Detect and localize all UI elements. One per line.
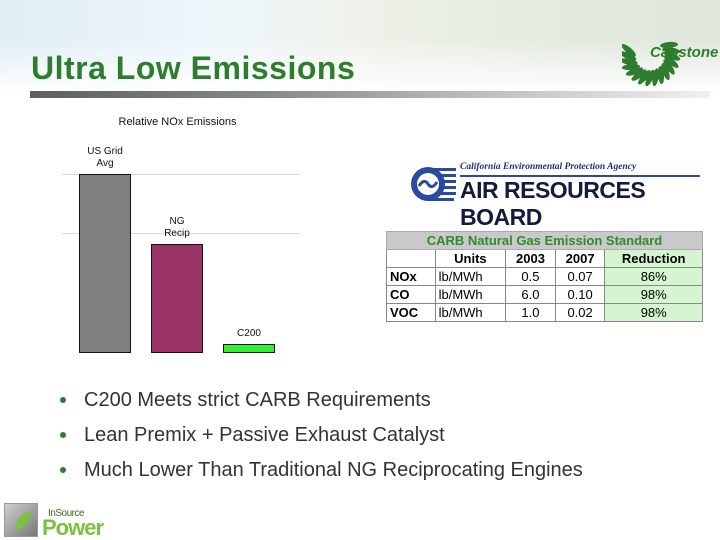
gridline: [62, 233, 300, 234]
header-fade: [0, 40, 720, 100]
column-header: [386, 249, 436, 268]
pollutant-cell: CO: [386, 285, 436, 304]
table-row: VOC lb/MWh 1.0 0.02 98%: [386, 303, 703, 322]
reduction-cell: 86%: [604, 267, 703, 286]
value-2007-cell: 0.07: [554, 267, 606, 286]
chart-title: Relative NOx Emissions: [118, 116, 237, 128]
bullet-text: Much Lower Than Traditional NG Reciproca…: [84, 459, 583, 481]
carb-standard-table: CARB Natural Gas Emission Standard Units…: [386, 231, 703, 322]
bar-2: [223, 344, 275, 353]
value-2003-cell: 6.0: [505, 285, 556, 304]
title-divider: [30, 91, 710, 98]
bullet-list: C200 Meets strict CARB Requirements Lean…: [60, 388, 583, 493]
reduction-cell: 98%: [604, 303, 703, 322]
table-row: CO lb/MWh 6.0 0.10 98%: [386, 285, 703, 304]
bar-0: [79, 174, 131, 353]
value-2003-cell: 0.5: [505, 267, 556, 286]
logo-line1: InSource: [48, 508, 85, 519]
bullet-text: C200 Meets strict CARB Requirements: [84, 389, 431, 411]
table-title: CARB Natural Gas Emission Standard: [386, 231, 703, 250]
slide-title: Ultra Low Emissions: [31, 50, 356, 86]
column-header: Reduction: [604, 249, 703, 268]
air-resources-board-logo: California Environmental Protection Agen…: [410, 160, 700, 230]
bullet-item: C200 Meets strict CARB Requirements: [60, 388, 583, 423]
bar-label: US Grid Avg: [87, 146, 123, 169]
column-header: Units: [434, 249, 507, 268]
pollutant-cell: NOx: [386, 267, 436, 286]
bar-label: C200: [237, 328, 261, 339]
logo-line2: Power: [42, 515, 104, 540]
capstone-logo-icon: [622, 41, 681, 86]
table-header-row: Units 2003 2007 Reduction: [386, 249, 703, 268]
agency-rule: [460, 175, 700, 177]
pollutant-cell: VOC: [386, 303, 436, 322]
nox-chart: Relative NOx Emissions US Grid Avg NG Recip…: [55, 112, 300, 362]
bullet-item: Lean Premix + Passive Exhaust Catalyst: [60, 423, 583, 458]
units-cell: lb/MWh: [434, 267, 507, 286]
bullet-dot-icon: [60, 432, 66, 438]
bar-1: [151, 244, 203, 353]
gridline: [62, 174, 300, 175]
units-cell: lb/MWh: [434, 303, 507, 322]
bullet-dot-icon: [60, 467, 66, 473]
arb-emblem-icon: [411, 167, 456, 201]
units-cell: lb/MWh: [434, 285, 507, 304]
value-2007-cell: 0.02: [554, 303, 606, 322]
column-header: 2003: [505, 249, 556, 268]
reduction-cell: 98%: [604, 285, 703, 304]
bar-label: NG Recip: [164, 216, 190, 239]
bullet-text: Lean Premix + Passive Exhaust Catalyst: [84, 424, 445, 446]
column-header: 2007: [554, 249, 606, 268]
bullet-item: Much Lower Than Traditional NG Reciproca…: [60, 458, 583, 493]
value-2003-cell: 1.0: [505, 303, 556, 322]
bullet-dot-icon: [60, 397, 66, 403]
capstone-logo-text: Capstone: [650, 44, 719, 61]
value-2007-cell: 0.10: [554, 285, 606, 304]
insource-power-logo: InSource Power: [4, 503, 104, 539]
leaf-icon: [4, 503, 38, 537]
table-row: NOx lb/MWh 0.5 0.07 86%: [386, 267, 703, 286]
agency-subtitle: California Environmental Protection Agen…: [460, 162, 637, 172]
agency-name: AIR RESOURCES BOARD: [460, 177, 646, 230]
